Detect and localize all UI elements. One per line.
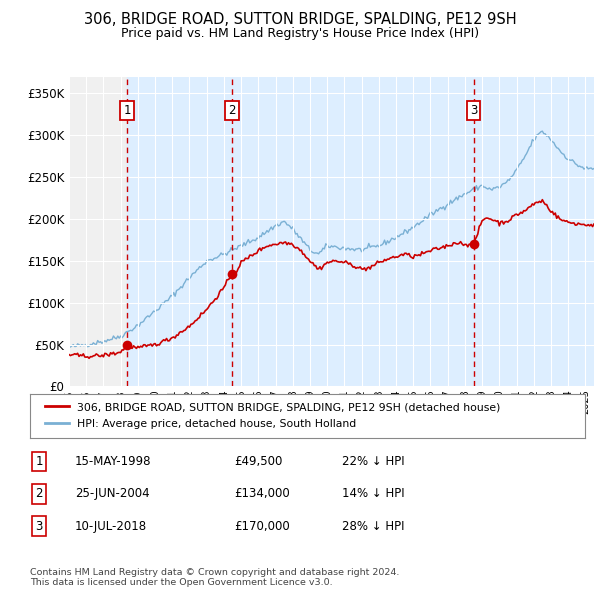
Text: 14% ↓ HPI: 14% ↓ HPI	[342, 487, 404, 500]
Bar	[127, 77, 232, 386]
Text: 15-MAY-1998: 15-MAY-1998	[75, 455, 151, 468]
Text: Contains HM Land Registry data © Crown copyright and database right 2024.
This d: Contains HM Land Registry data © Crown c…	[30, 568, 400, 587]
Text: 2: 2	[229, 104, 236, 117]
Text: 3: 3	[35, 520, 43, 533]
Text: £49,500: £49,500	[234, 455, 283, 468]
Text: Price paid vs. HM Land Registry's House Price Index (HPI): Price paid vs. HM Land Registry's House …	[121, 27, 479, 40]
Bar	[577, 77, 594, 386]
Bar	[474, 77, 594, 386]
Text: £170,000: £170,000	[234, 520, 290, 533]
Text: 306, BRIDGE ROAD, SUTTON BRIDGE, SPALDING, PE12 9SH: 306, BRIDGE ROAD, SUTTON BRIDGE, SPALDIN…	[83, 12, 517, 27]
Text: 1: 1	[35, 455, 43, 468]
Text: 10-JUL-2018: 10-JUL-2018	[75, 520, 147, 533]
Legend: 306, BRIDGE ROAD, SUTTON BRIDGE, SPALDING, PE12 9SH (detached house), HPI: Avera: 306, BRIDGE ROAD, SUTTON BRIDGE, SPALDIN…	[38, 396, 507, 435]
Text: £134,000: £134,000	[234, 487, 290, 500]
Text: 22% ↓ HPI: 22% ↓ HPI	[342, 455, 404, 468]
Text: 2: 2	[35, 487, 43, 500]
Text: 28% ↓ HPI: 28% ↓ HPI	[342, 520, 404, 533]
Text: 1: 1	[123, 104, 131, 117]
Bar	[232, 77, 474, 386]
Text: 25-JUN-2004: 25-JUN-2004	[75, 487, 149, 500]
Text: 3: 3	[470, 104, 478, 117]
